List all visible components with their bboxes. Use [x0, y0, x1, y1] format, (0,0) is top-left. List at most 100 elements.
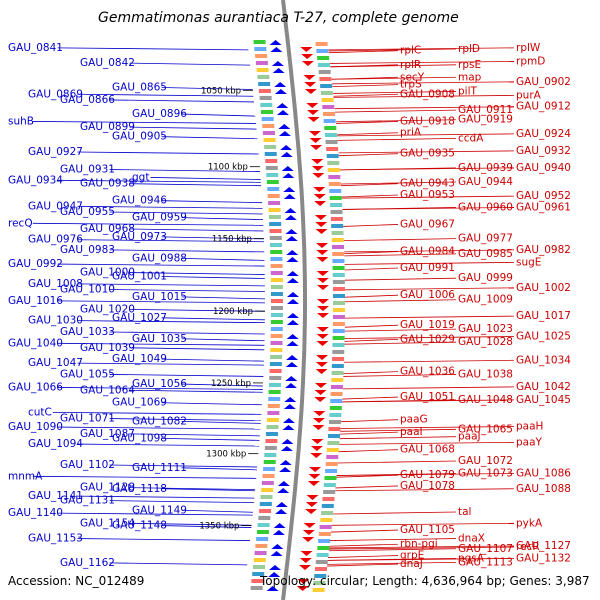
reverse-strand-gene — [286, 271, 299, 276]
right-gene-label: rplR — [400, 59, 421, 71]
right-label-connector — [341, 195, 515, 199]
cog-category-bar — [252, 572, 265, 576]
left-label-connector — [161, 402, 262, 406]
cog-category-bar — [264, 152, 277, 156]
cog-category-bar — [261, 117, 274, 121]
right-label-connector — [339, 431, 399, 435]
left-gene-label: GAU_0869 — [28, 88, 83, 100]
right-gene-label: pgsA — [458, 552, 485, 564]
right-gene-label: pilT — [458, 85, 477, 97]
reverse-strand-gene — [283, 187, 296, 192]
left-label-connector — [57, 426, 261, 430]
cog-category-bar — [329, 196, 342, 200]
left-label-connector — [150, 177, 261, 180]
forward-strand-gene — [306, 103, 319, 108]
cog-category-bar — [270, 334, 283, 338]
left-gene-label: GAU_1131 — [60, 495, 115, 507]
right-label-connector — [329, 538, 457, 541]
forward-strand-gene — [301, 61, 314, 66]
cog-category-bar — [331, 378, 344, 382]
right-label-connector — [344, 336, 515, 339]
right-gene-label: GAU_0960 — [458, 201, 513, 213]
reverse-strand-gene — [274, 82, 287, 87]
cog-category-bar — [268, 397, 281, 401]
right-gene-label: paaH — [516, 421, 543, 433]
left-gene-label: GAU_1040 — [8, 337, 63, 349]
cog-category-bar — [319, 525, 332, 529]
left-gene-label: GAU_1033 — [60, 326, 115, 338]
left-label-connector — [161, 437, 260, 441]
cog-category-bar — [261, 488, 274, 492]
cog-category-bar — [332, 329, 345, 333]
right-gene-label: GAU_0935 — [400, 148, 455, 160]
forward-strand-gene — [316, 257, 329, 262]
left-label-connector — [129, 433, 260, 437]
right-label-connector — [332, 84, 399, 88]
right-gene-label: GAU_1045 — [516, 394, 571, 406]
right-gene-label: dnaJ — [400, 558, 423, 570]
cog-category-bar — [329, 413, 342, 417]
cog-category-bar — [253, 565, 266, 569]
cog-category-bar — [325, 140, 338, 144]
right-gene-label: GAU_1042 — [516, 381, 571, 393]
right-label-connector — [344, 341, 457, 345]
right-label-connector — [344, 287, 515, 291]
right-gene-label: ccdA — [458, 132, 484, 144]
left-gene-label: GAU_1148 — [112, 520, 167, 532]
cog-category-bar — [327, 168, 340, 172]
cog-category-bar — [260, 495, 273, 499]
left-label-connector — [129, 183, 262, 187]
cog-category-bar — [317, 56, 330, 60]
forward-strand-gene — [316, 341, 329, 346]
cog-category-bar — [269, 369, 282, 373]
forward-strand-gene — [311, 159, 324, 164]
forward-strand-gene — [314, 201, 327, 206]
left-gene-label: GAU_1090 — [8, 421, 63, 433]
reverse-strand-gene — [275, 509, 288, 514]
right-gene-label: purA — [516, 89, 542, 101]
forward-strand-gene — [309, 138, 322, 143]
left-label-connector — [57, 387, 263, 390]
right-label-connector — [340, 181, 457, 185]
right-gene-label: rbn-pgi — [400, 538, 438, 550]
cog-category-bar — [256, 68, 269, 72]
reverse-strand-gene — [283, 404, 296, 409]
forward-strand-gene — [316, 278, 329, 283]
left-gene-label: GAU_0905 — [112, 131, 167, 143]
left-gene-label: GAU_0973 — [112, 231, 167, 243]
right-gene-label: GAU_0912 — [516, 101, 571, 113]
cog-category-bar — [332, 294, 345, 298]
left-gene-label: GAU_1049 — [112, 353, 167, 365]
kbp-label: 1100 kbp — [208, 163, 248, 173]
forward-strand-gene — [312, 425, 325, 430]
cog-category-bar — [326, 154, 339, 158]
reverse-strand-gene — [286, 355, 299, 360]
right-label-connector — [337, 460, 457, 464]
genome-summary-text: Topology: circular; Length: 4,636,964 bp… — [259, 574, 590, 588]
right-label-connector — [338, 449, 399, 453]
right-label-connector — [344, 253, 457, 257]
right-label-connector — [339, 436, 457, 440]
reverse-strand-gene — [283, 194, 296, 199]
left-gene-label: GAU_1008 — [28, 278, 83, 290]
left-gene-label: GAU_0934 — [8, 174, 63, 186]
cog-category-bar — [270, 264, 283, 268]
right-gene-label: GAU_0952 — [516, 190, 571, 202]
cog-category-bar — [266, 425, 279, 429]
cog-category-bar — [270, 285, 283, 289]
cog-category-bar — [270, 327, 283, 331]
kbp-label: 1300 kbp — [206, 450, 246, 460]
left-label-connector — [57, 179, 261, 183]
forward-strand-gene — [299, 565, 312, 570]
left-gene-label: GAU_1015 — [132, 291, 187, 303]
cog-category-bar — [323, 490, 336, 494]
right-label-connector — [335, 485, 399, 489]
left-label-connector — [129, 522, 252, 526]
forward-strand-gene — [316, 355, 329, 360]
left-gene-label: GAU_1016 — [8, 295, 63, 307]
left-gene-label: GAU_1000 — [80, 267, 135, 279]
cog-category-bar — [255, 544, 268, 548]
forward-strand-gene — [314, 383, 327, 388]
left-gene-label: GAU_0841 — [8, 42, 63, 54]
